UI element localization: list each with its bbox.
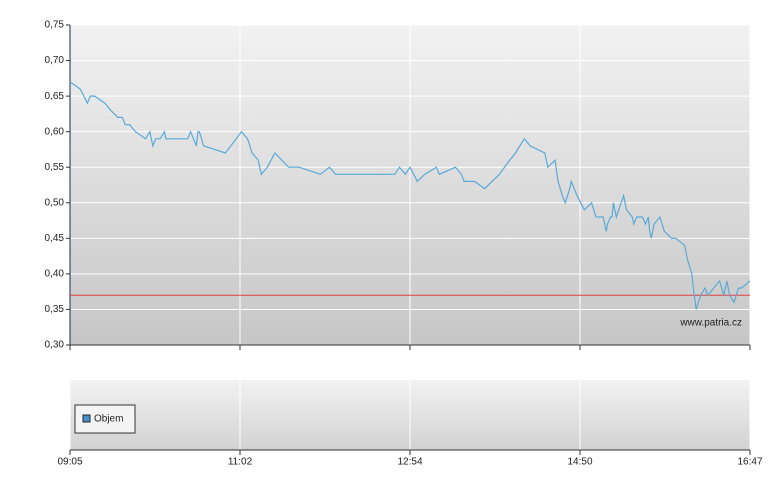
x-tick-label: 11:02 (228, 457, 253, 468)
y-tick-label: 0,70 (45, 55, 65, 66)
x-tick-label: 14:50 (567, 457, 592, 468)
legend-label: Objem (94, 414, 123, 425)
watermark: www.patria.cz (679, 318, 742, 329)
x-tick-label: 09:05 (57, 457, 82, 468)
x-tick-label: 16:47 (737, 457, 762, 468)
y-tick-label: 0,55 (45, 162, 65, 173)
legend-swatch (82, 414, 91, 423)
y-tick-label: 0,45 (45, 233, 65, 244)
y-tick-label: 0,60 (45, 126, 65, 137)
x-tick-label: 12:54 (397, 457, 422, 468)
y-tick-label: 0,35 (45, 304, 65, 315)
y-tick-label: 0,40 (45, 269, 65, 280)
y-tick-label: 0,30 (45, 340, 65, 351)
y-tick-label: 0,50 (45, 197, 65, 208)
y-tick-label: 0,65 (45, 91, 65, 102)
y-tick-label: 0,75 (45, 20, 65, 31)
price-line (69, 81, 751, 310)
